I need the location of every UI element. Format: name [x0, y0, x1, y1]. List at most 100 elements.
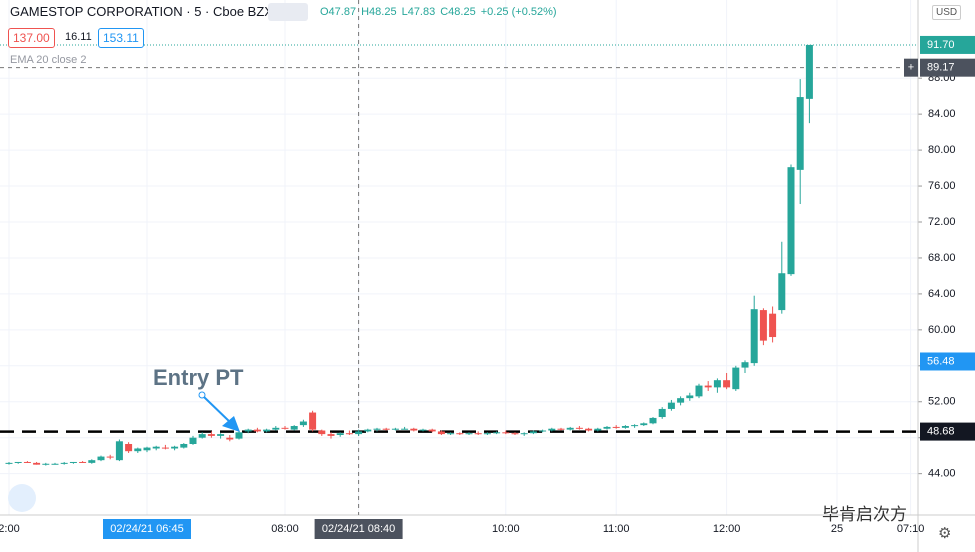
indicator[interactable]: EMA 20 close 2: [10, 54, 87, 66]
annotation-arrow: [203, 396, 233, 425]
candle-body: [281, 427, 289, 429]
candle-body: [143, 447, 151, 451]
candle-body: [667, 402, 675, 409]
candle-body: [355, 431, 363, 435]
candle-body: [723, 380, 731, 388]
annotation: Entry PT: [153, 365, 244, 390]
y-tick-label: 64.00: [928, 288, 956, 300]
candle-body: [290, 426, 298, 430]
candle-body: [207, 434, 215, 436]
candle-body: [299, 421, 307, 426]
quote-item: H48.25: [361, 6, 397, 18]
candle-body: [5, 462, 13, 464]
candle-body: [382, 428, 390, 430]
candle-body: [759, 310, 767, 341]
candle-body: [115, 441, 123, 461]
candle-body: [612, 426, 620, 428]
annotation-arrowhead: [222, 416, 240, 432]
candle-body: [79, 461, 87, 463]
candle-body: [456, 433, 464, 435]
candle-body: [33, 462, 41, 465]
candle-body: [539, 430, 547, 432]
x-tick-label: 2:00: [0, 523, 20, 535]
candle-body: [69, 461, 77, 463]
candle-body: [465, 433, 473, 435]
quote: O47.87 H48.25 L47.83 C48.25 +0.25 (+0.52%): [320, 6, 562, 18]
candle-body: [263, 429, 271, 432]
candle-body: [603, 426, 611, 429]
candle-body: [585, 428, 593, 431]
price-label: 56.48: [927, 355, 955, 367]
candle-body: [171, 446, 179, 449]
candle-body: [796, 97, 804, 170]
candle-body: [272, 427, 280, 430]
candle-body: [51, 463, 59, 465]
candle-body: [244, 429, 252, 432]
candle-body: [621, 426, 629, 428]
x-tick-label: 11:00: [603, 523, 630, 535]
candle-body: [750, 309, 758, 364]
candle-body: [594, 428, 602, 431]
x-tick-label: 02/24/21 06:45: [110, 523, 183, 535]
candle-body: [713, 380, 721, 388]
spread: 16.11: [65, 31, 92, 43]
y-tick-label: 84.00: [928, 108, 956, 120]
candle-body: [502, 432, 510, 434]
candle-body: [658, 408, 666, 418]
candle-body: [695, 385, 703, 397]
quote-item: O47.87: [320, 6, 357, 18]
candle-body: [345, 433, 353, 435]
candle-body: [97, 456, 105, 461]
plus-icon: +: [908, 62, 914, 74]
x-tick-label: 25: [831, 523, 843, 535]
quote-item: C48.25: [440, 6, 476, 18]
candle-body: [106, 456, 114, 458]
candle-body: [401, 428, 409, 430]
sell-box[interactable]: 137.00: [8, 28, 55, 48]
settings[interactable]: ⚙: [938, 525, 952, 542]
candle-body: [42, 463, 50, 465]
candle-body: [88, 460, 96, 463]
candle-body: [704, 385, 712, 388]
plus-button: [904, 58, 918, 77]
x-highlight-box: [103, 519, 191, 539]
quote-item: +0.25 (+0.52%): [480, 6, 557, 18]
candle-body: [493, 432, 501, 434]
candle-body: [428, 429, 436, 432]
x-tick-label: 10:00: [492, 523, 520, 535]
y-tick-label: 60.00: [928, 324, 956, 336]
candle-body: [474, 433, 482, 435]
x-tick-label: 07:10: [897, 523, 925, 535]
candle-body: [217, 434, 225, 436]
candle-body: [226, 437, 234, 440]
logo[interactable]: [8, 484, 36, 512]
candle-body: [410, 428, 418, 431]
candle-body: [125, 443, 133, 452]
candle-body: [235, 432, 243, 439]
candle-body: [437, 431, 445, 435]
candle-body: [189, 437, 197, 444]
quote-item: L47.83: [401, 6, 436, 18]
candle-body: [60, 462, 68, 464]
price-label: 48.68: [927, 425, 955, 437]
candle-body: [134, 448, 142, 452]
x-highlight-box: [314, 519, 403, 539]
symbol[interactable]: GAMESTOP CORPORATION · 5 · Cboe BZX: [10, 4, 273, 19]
currency[interactable]: USD: [932, 5, 962, 20]
status-icons[interactable]: [268, 3, 308, 21]
candle-body: [631, 425, 639, 427]
candle-body: [152, 446, 160, 449]
y-tick-label: 68.00: [928, 252, 956, 264]
candle-body: [253, 429, 261, 432]
candle-body: [327, 434, 335, 436]
candle-body: [778, 273, 786, 311]
x-tick-label: 08:00: [271, 523, 299, 535]
candle-body: [336, 433, 344, 436]
price-label: 91.70: [927, 39, 955, 51]
candle-body: [483, 433, 491, 435]
candle-body: [677, 398, 685, 403]
buy-box[interactable]: 153.11: [98, 28, 144, 48]
x-tick-label: 02/24/21 08:40: [322, 523, 395, 535]
candle-body: [732, 367, 740, 390]
candle-body: [805, 44, 813, 99]
